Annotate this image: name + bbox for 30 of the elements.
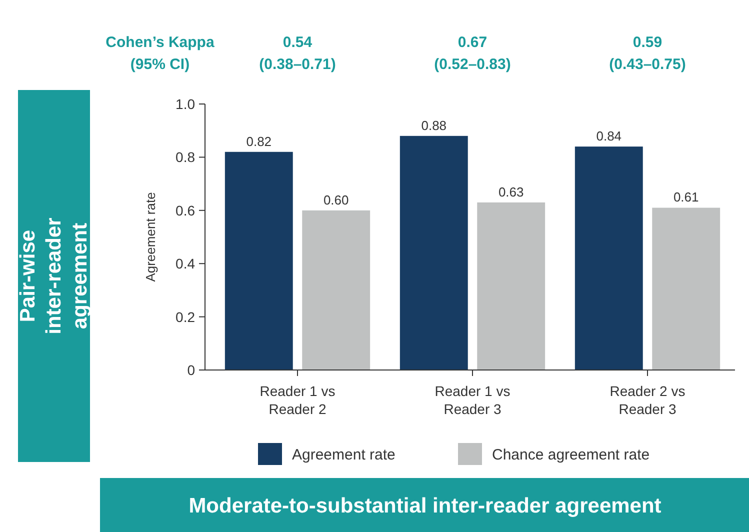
text: 0.54 (0.38–0.71) (259, 34, 336, 73)
text: Cohen’s Kappa (95% CI) (106, 34, 215, 73)
text: 0.67 (0.52–0.83) (434, 34, 511, 73)
data-label: 0.84 (596, 128, 622, 144)
y-tick-label: 0.2 (176, 308, 196, 325)
bar (652, 208, 720, 370)
y-tick-label: 1.0 (176, 96, 196, 112)
bar (477, 202, 546, 370)
legend-label: Chance agreement rate (492, 446, 650, 464)
bar (400, 136, 468, 370)
y-tick-label: 0.8 (176, 149, 196, 166)
x-tick-label: Reader 2 vs Reader 3 (610, 383, 686, 417)
y-axis-title: Agreement rate (143, 192, 158, 282)
y-tick-label: 0 (187, 362, 196, 378)
bar (574, 146, 643, 370)
x-tick-label: Reader 1 vs Reader 3 (434, 383, 510, 417)
text: 0.59 (0.43–0.75) (609, 34, 686, 73)
bar (302, 210, 370, 370)
data-label: 0.88 (421, 118, 447, 133)
x-tick-label: Reader 1 vs Reader 2 (260, 383, 336, 417)
data-label: 0.63 (498, 184, 524, 200)
data-label: 0.60 (323, 192, 349, 208)
text: Pair-wise inter-reader agreement (16, 218, 92, 334)
legend-label: Agreement rate (292, 446, 396, 464)
y-tick-label: 0.4 (176, 256, 196, 272)
data-label: 0.82 (246, 134, 272, 149)
data-label: 0.61 (673, 190, 699, 205)
bar (224, 152, 293, 370)
y-tick-label: 0.6 (176, 202, 196, 218)
text: Moderate-to-substantial inter-reader agreement (188, 494, 662, 518)
